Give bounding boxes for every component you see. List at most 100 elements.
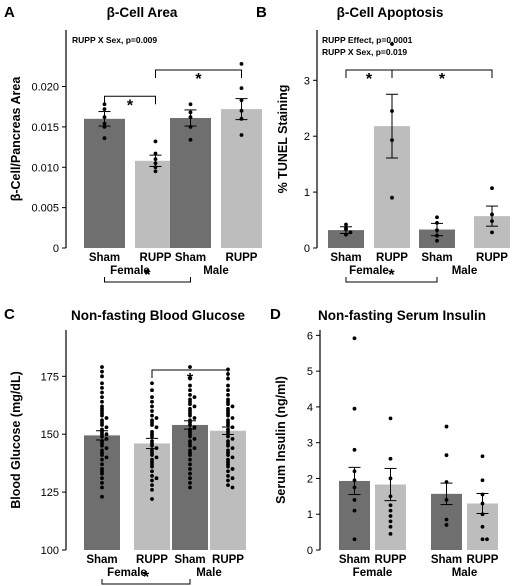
data-point xyxy=(226,469,230,474)
data-point xyxy=(390,138,394,143)
y-tick-label: 0 xyxy=(53,243,59,255)
data-point xyxy=(100,395,104,400)
y-tick-label: 0.015 xyxy=(31,122,59,134)
panel-letter: C xyxy=(4,306,15,323)
data-point xyxy=(188,402,192,407)
data-point xyxy=(104,425,109,430)
data-point xyxy=(388,494,393,499)
group-label: Male xyxy=(203,265,229,277)
y-tick-label: 0 xyxy=(304,243,310,255)
data-point xyxy=(100,471,104,476)
significance-bracket xyxy=(101,579,191,585)
data-point xyxy=(100,494,104,499)
panel-a: A β-Cell Area 0 0.005 0.010 0.015 0.020 RUPP… xyxy=(4,4,262,284)
data-point xyxy=(188,383,192,388)
data-point xyxy=(192,446,197,451)
data-point xyxy=(226,473,230,478)
panel-d: D Non-fasting Serum Insulin 0 1 2 3 4 5 6 Sham… xyxy=(270,306,499,579)
data-point xyxy=(226,376,230,381)
data-point xyxy=(226,413,230,418)
group-label: Male xyxy=(452,567,478,579)
data-point xyxy=(100,443,104,448)
data-point xyxy=(435,215,439,220)
data-point xyxy=(388,456,393,461)
y-tick-label: 0.005 xyxy=(31,203,59,215)
data-point xyxy=(188,376,192,381)
chart-title: Non-fasting Serum Insulin xyxy=(318,308,486,323)
y-axis-label: Serum Insulin (ng/ml) xyxy=(274,376,288,504)
data-point xyxy=(150,487,154,492)
data-point xyxy=(104,416,109,420)
data-point xyxy=(388,508,393,513)
data-point xyxy=(388,416,393,421)
data-point xyxy=(188,485,192,490)
data-point xyxy=(230,436,235,441)
data-point xyxy=(150,434,154,439)
data-point xyxy=(104,432,109,437)
y-tick-label: 0.020 xyxy=(31,82,59,94)
data-point xyxy=(154,455,159,460)
significance-star: * xyxy=(127,97,134,114)
data-point xyxy=(100,476,104,481)
category-label: RUPP xyxy=(375,554,407,566)
data-point xyxy=(352,406,357,411)
data-point xyxy=(150,413,154,418)
data-point xyxy=(239,62,244,66)
data-point xyxy=(188,480,192,485)
significance-bracket xyxy=(104,95,156,105)
data-point xyxy=(444,453,449,458)
y-axis: 0 1 2 3 xyxy=(304,30,318,255)
panel-letter: A xyxy=(4,4,15,21)
data-point xyxy=(352,537,357,542)
data-point xyxy=(226,434,230,439)
category-label: Sham xyxy=(421,252,452,264)
data-point xyxy=(435,220,439,225)
data-point xyxy=(150,409,154,413)
category-label: Sham xyxy=(86,554,117,566)
category-label: Sham xyxy=(174,554,205,566)
data-point xyxy=(150,443,154,448)
data-point xyxy=(102,124,107,129)
data-point xyxy=(100,390,104,395)
data-point xyxy=(352,478,357,483)
data-point xyxy=(104,455,109,460)
data-point xyxy=(153,157,158,162)
data-point xyxy=(150,478,154,483)
data-point xyxy=(352,498,357,502)
data-point xyxy=(188,115,193,120)
data-point xyxy=(188,434,192,439)
panel-letter: D xyxy=(270,306,281,323)
y-tick-label: 1 xyxy=(304,187,310,199)
data-point xyxy=(388,503,393,508)
category-label: RUPP xyxy=(136,554,168,566)
data-point xyxy=(150,469,154,474)
data-point xyxy=(230,416,235,420)
data-point xyxy=(480,454,485,459)
category-label: RUPP xyxy=(226,252,258,264)
data-point xyxy=(352,485,357,490)
data-point xyxy=(192,416,197,420)
data-point xyxy=(100,423,104,427)
chart-title: β-Cell Area xyxy=(107,5,178,20)
y-tick-label: 5 xyxy=(307,366,313,378)
stat-annotation: RUPP Effect, p=0.0001 xyxy=(322,35,413,45)
data-point xyxy=(239,108,244,113)
y-axis: 0 0.005 0.010 0.015 0.020 xyxy=(31,30,67,255)
data-point xyxy=(480,492,485,497)
y-axis-label: % TUNEL Staining xyxy=(276,85,290,194)
data-point xyxy=(239,116,244,121)
bar xyxy=(170,118,211,248)
data-point xyxy=(150,423,154,427)
data-point xyxy=(226,443,230,448)
y-axis: 100 125 150 175 xyxy=(41,330,67,557)
data-point xyxy=(102,115,107,120)
data-point xyxy=(435,233,439,238)
y-axis-label: Blood Glucose (mg/dL) xyxy=(9,371,23,509)
panel-c: C Non-fasting Blood Glucose 100 125 150 175… xyxy=(4,306,246,586)
data-point xyxy=(444,480,449,484)
data-point xyxy=(188,457,192,462)
data-point xyxy=(188,365,192,369)
data-point xyxy=(150,381,154,386)
